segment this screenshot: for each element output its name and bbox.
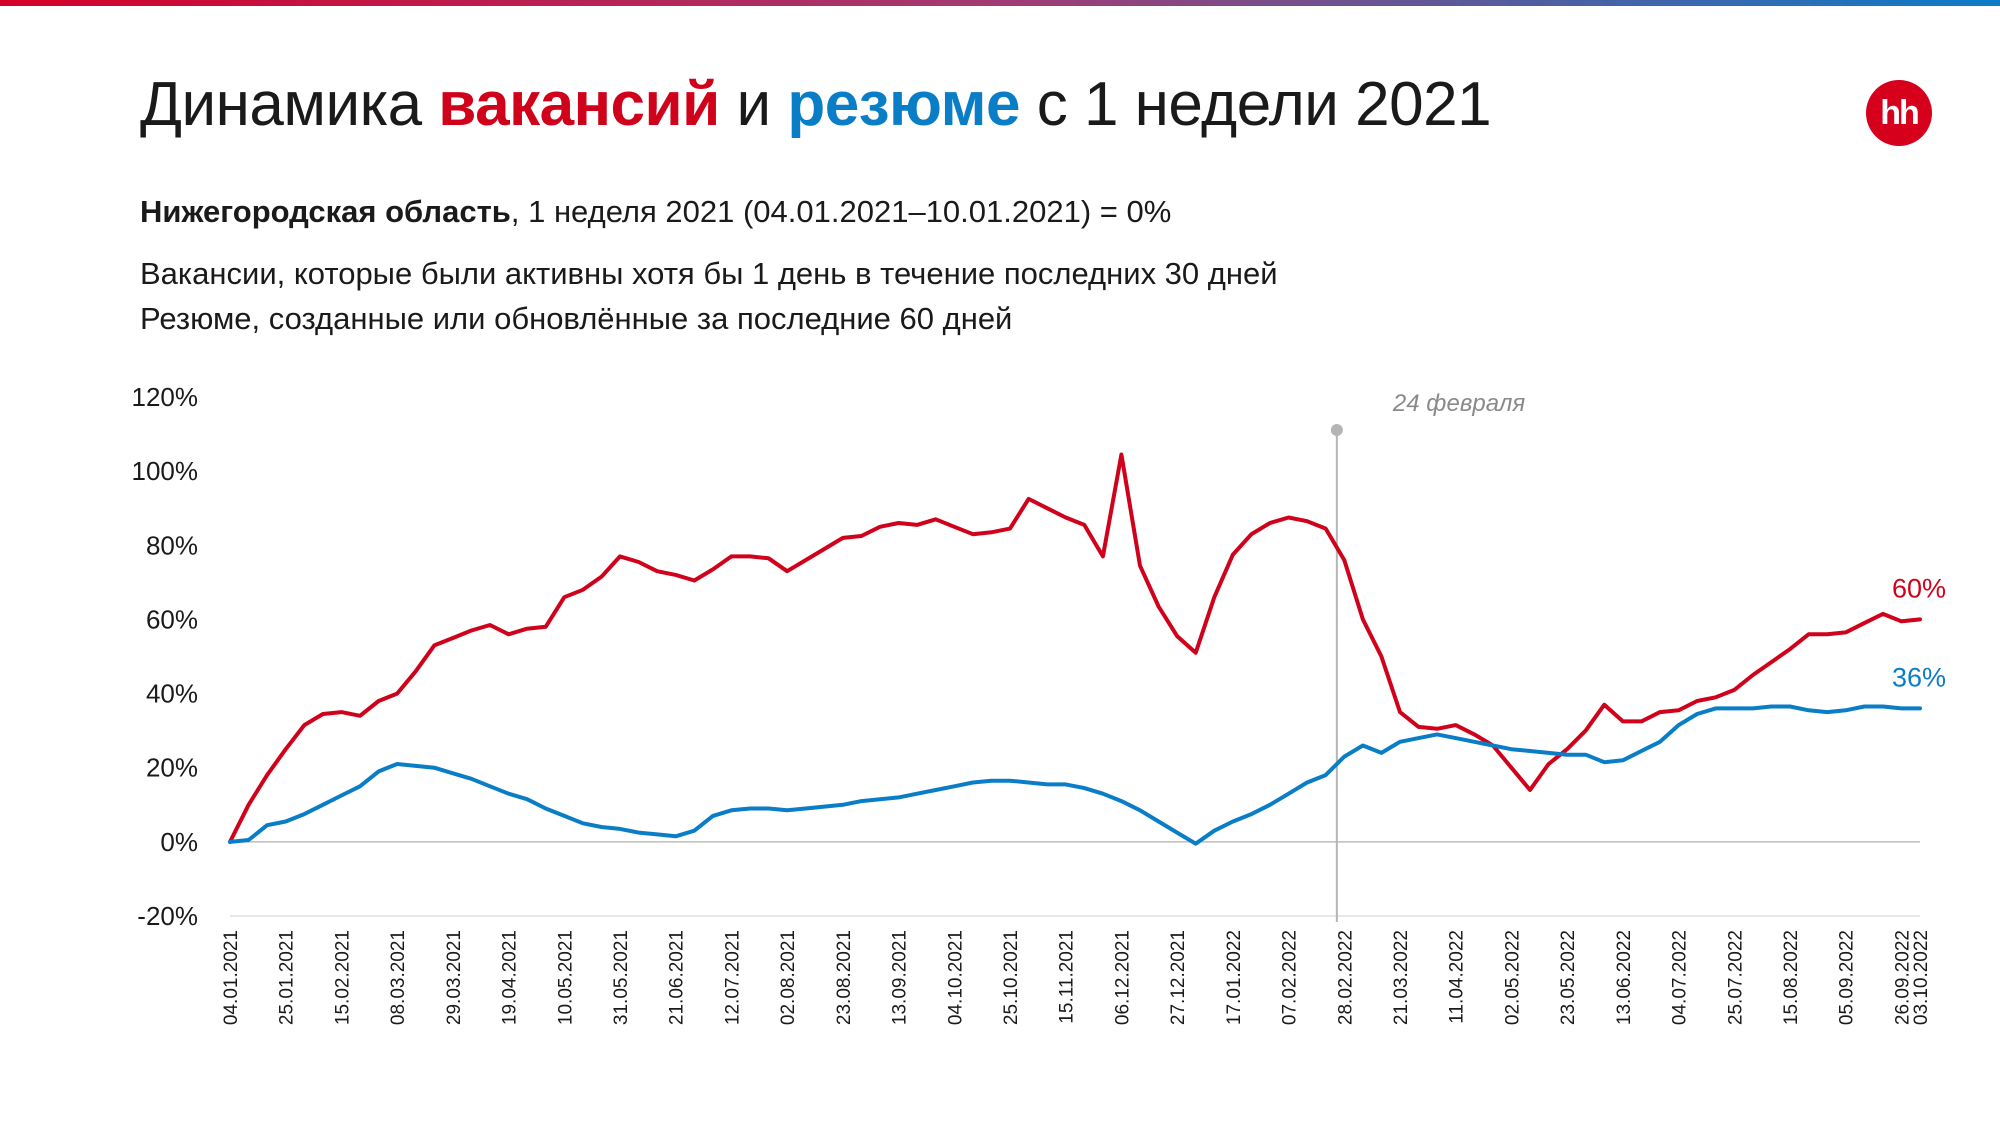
x-tick-label: 10.05.2021 — [555, 930, 576, 1025]
x-tick-label: 25.01.2021 — [277, 930, 298, 1025]
series-line-vacancies — [228, 452, 1922, 844]
title-prefix: Динамика — [140, 70, 439, 139]
subtitle-region: Нижегородская область — [140, 194, 511, 229]
x-tick-label: 08.03.2021 — [388, 930, 409, 1025]
x-tick-label: 11.04.2022 — [1447, 930, 1468, 1024]
y-tick-label: 20% — [146, 753, 198, 783]
x-tick-label: 23.08.2021 — [834, 930, 855, 1025]
title-vacancies: вакансий — [438, 70, 720, 139]
x-tick-label: 15.02.2021 — [332, 930, 353, 1025]
event-marker — [1330, 424, 1343, 436]
x-tick-label: 17.01.2022 — [1224, 930, 1245, 1025]
x-tick-label: 31.05.2021 — [611, 930, 632, 1025]
page-title: Динамика вакансий и резюме с 1 недели 20… — [140, 68, 1492, 142]
x-tick-label: 03.10.2022 — [1911, 930, 1932, 1025]
x-tick-label: 02.08.2021 — [778, 930, 799, 1025]
x-tick-label: 02.05.2022 — [1502, 930, 1523, 1025]
title-and: и — [719, 70, 788, 139]
note-vacancies: Вакансии, которые были активны хотя бы 1… — [140, 256, 1278, 291]
x-tick-label: 05.09.2022 — [1837, 930, 1858, 1025]
title-resumes: резюме — [787, 70, 1020, 139]
series-line-resumes — [228, 704, 1922, 846]
x-tick-label: 28.02.2022 — [1335, 930, 1356, 1025]
x-tick-label: 27.12.2021 — [1168, 930, 1189, 1025]
y-tick-label: 60% — [146, 604, 198, 634]
end-value-label: 36% — [1892, 662, 1946, 692]
x-tick-label: 06.12.2021 — [1112, 930, 1133, 1025]
y-tick-label: 80% — [146, 530, 198, 560]
x-tick-label: 07.02.2022 — [1280, 930, 1301, 1025]
subtitle: Нижегородская область, 1 неделя 2021 (04… — [140, 194, 1171, 230]
y-tick-label: 0% — [160, 827, 198, 857]
x-tick-label: 04.01.2021 — [221, 930, 242, 1025]
x-tick-label: 12.07.2021 — [722, 930, 743, 1025]
x-tick-label: 21.03.2022 — [1391, 930, 1412, 1025]
x-tick-label: 23.05.2022 — [1558, 930, 1579, 1025]
x-tick-label: 21.06.2021 — [667, 930, 688, 1025]
x-tick-label: 15.08.2022 — [1781, 930, 1802, 1025]
x-tick-label: 13.06.2022 — [1614, 930, 1635, 1025]
x-tick-label: 15.11.2021 — [1057, 930, 1078, 1024]
x-tick-label: 19.04.2021 — [500, 930, 521, 1025]
y-tick-label: 120% — [132, 382, 199, 412]
hh-logo: hh — [1866, 80, 1932, 146]
subtitle-rest: , 1 неделя 2021 (04.01.2021–10.01.2021) … — [510, 194, 1172, 229]
x-tick-label: 29.03.2021 — [444, 930, 465, 1025]
y-tick-label: -20% — [137, 901, 198, 931]
event-label: 24 февраля — [1392, 390, 1526, 417]
top-gradient-bar — [0, 0, 2000, 6]
x-tick-label: 25.07.2022 — [1725, 930, 1746, 1025]
note-resumes: Резюме, созданные или обновлённые за пос… — [140, 301, 1013, 336]
x-tick-label: 04.07.2022 — [1670, 930, 1691, 1025]
title-suffix: с 1 недели 2021 — [1020, 70, 1492, 139]
x-tick-label: 13.09.2021 — [890, 930, 911, 1025]
y-tick-label: 100% — [132, 456, 199, 486]
y-tick-label: 40% — [146, 679, 198, 709]
end-value-label: 60% — [1892, 573, 1946, 603]
x-tick-label: 26.09.2022 — [1892, 930, 1913, 1025]
x-tick-label: 25.10.2021 — [1001, 930, 1022, 1025]
x-tick-label: 04.10.2021 — [945, 930, 966, 1025]
